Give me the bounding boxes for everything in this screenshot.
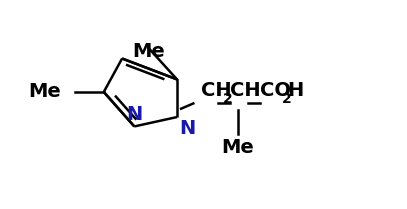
Text: N: N xyxy=(179,119,195,138)
Text: H: H xyxy=(287,81,303,100)
Text: 2: 2 xyxy=(282,92,292,106)
Text: N: N xyxy=(126,105,142,124)
Text: CH: CH xyxy=(201,81,232,100)
Text: 2: 2 xyxy=(223,92,232,106)
Text: Me: Me xyxy=(28,83,61,101)
Text: CO: CO xyxy=(260,81,291,100)
Text: CH: CH xyxy=(230,81,260,100)
Text: Me: Me xyxy=(222,138,254,157)
Text: Me: Me xyxy=(132,42,165,61)
